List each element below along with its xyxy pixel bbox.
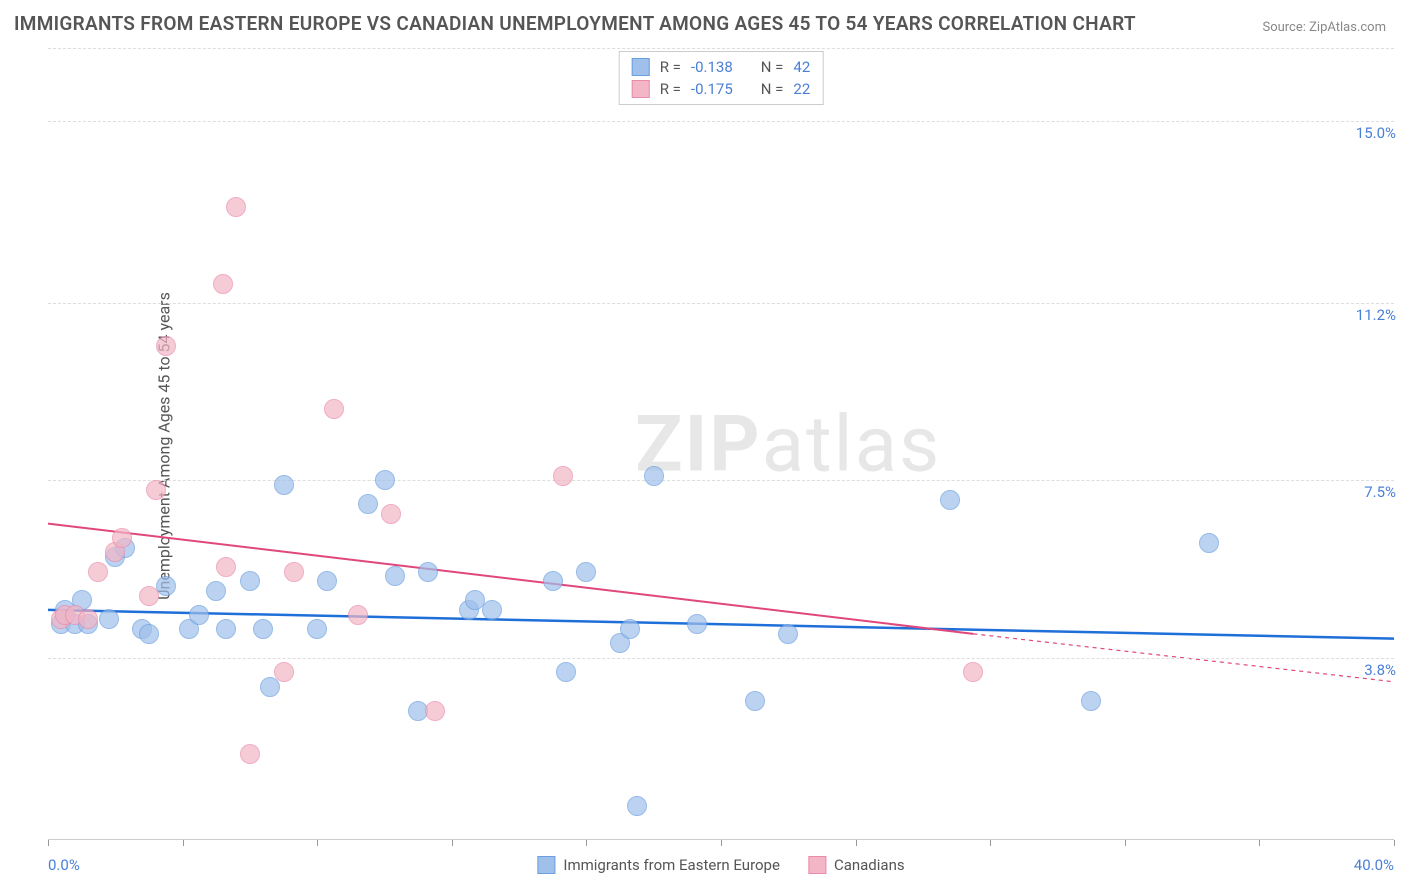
data-point bbox=[317, 571, 337, 591]
x-tick bbox=[48, 840, 49, 846]
data-point bbox=[1081, 691, 1101, 711]
source-attribution: Source: ZipAtlas.com bbox=[1262, 20, 1386, 35]
x-tick bbox=[586, 840, 587, 846]
gridline bbox=[48, 303, 1394, 304]
data-point bbox=[274, 662, 294, 682]
data-point bbox=[644, 466, 664, 486]
data-point bbox=[274, 475, 294, 495]
legend-swatch bbox=[632, 80, 650, 98]
data-point bbox=[284, 562, 304, 582]
legend-label: Canadians bbox=[834, 856, 905, 874]
data-point bbox=[240, 571, 260, 591]
y-tick-label: 7.5% bbox=[1364, 483, 1396, 501]
watermark: ZIPatlas bbox=[635, 399, 941, 490]
data-point bbox=[253, 619, 273, 639]
legend-item: Immigrants from Eastern Europe bbox=[537, 856, 780, 874]
data-point bbox=[940, 490, 960, 510]
data-point bbox=[745, 691, 765, 711]
plot-area: ZIPatlas 0.0% 40.0% Immigrants from East… bbox=[48, 48, 1394, 840]
data-point bbox=[213, 274, 233, 294]
x-tick bbox=[1259, 840, 1260, 846]
data-point bbox=[240, 744, 260, 764]
data-point bbox=[482, 600, 502, 620]
data-point bbox=[99, 609, 119, 629]
data-point bbox=[381, 504, 401, 524]
x-tick bbox=[856, 840, 857, 846]
legend-swatch bbox=[808, 856, 826, 874]
legend-stats-row: R =-0.138N =42 bbox=[632, 56, 811, 78]
data-point bbox=[576, 562, 596, 582]
chart-title: IMMIGRANTS FROM EASTERN EUROPE VS CANADI… bbox=[14, 12, 1136, 35]
trend-lines bbox=[48, 49, 1394, 840]
data-point bbox=[78, 609, 98, 629]
gridline bbox=[48, 121, 1394, 122]
correlation-chart: IMMIGRANTS FROM EASTERN EUROPE VS CANADI… bbox=[0, 0, 1406, 892]
data-point bbox=[112, 528, 132, 548]
data-point bbox=[189, 605, 209, 625]
y-tick-label: 15.0% bbox=[1356, 124, 1396, 142]
data-point bbox=[1199, 533, 1219, 553]
data-point bbox=[358, 494, 378, 514]
gridline bbox=[48, 480, 1394, 481]
data-point bbox=[778, 624, 798, 644]
data-point bbox=[88, 562, 108, 582]
legend-swatch bbox=[632, 58, 650, 76]
x-tick bbox=[183, 840, 184, 846]
x-tick bbox=[990, 840, 991, 846]
x-tick bbox=[1125, 840, 1126, 846]
data-point bbox=[216, 557, 236, 577]
data-point bbox=[385, 566, 405, 586]
x-axis-max-label: 40.0% bbox=[1354, 856, 1394, 874]
legend-bottom: Immigrants from Eastern Europe Canadians bbox=[537, 856, 904, 874]
data-point bbox=[687, 614, 707, 634]
data-point bbox=[206, 581, 226, 601]
data-point bbox=[226, 197, 246, 217]
legend-item: Canadians bbox=[808, 856, 905, 874]
data-point bbox=[139, 586, 159, 606]
data-point bbox=[146, 480, 166, 500]
x-tick bbox=[452, 840, 453, 846]
data-point bbox=[348, 605, 368, 625]
x-tick bbox=[721, 840, 722, 846]
data-point bbox=[324, 399, 344, 419]
legend-label: Immigrants from Eastern Europe bbox=[563, 856, 780, 874]
x-axis-min-label: 0.0% bbox=[48, 856, 80, 874]
data-point bbox=[307, 619, 327, 639]
data-point bbox=[375, 470, 395, 490]
legend-swatch bbox=[537, 856, 555, 874]
legend-stats-row: R =-0.175N =22 bbox=[632, 78, 811, 100]
data-point bbox=[553, 466, 573, 486]
data-point bbox=[418, 562, 438, 582]
data-point bbox=[425, 701, 445, 721]
data-point bbox=[627, 796, 647, 816]
gridline bbox=[48, 658, 1394, 659]
data-point bbox=[216, 619, 236, 639]
y-tick-label: 3.8% bbox=[1364, 661, 1396, 679]
data-point bbox=[556, 662, 576, 682]
data-point bbox=[139, 624, 159, 644]
legend-stats: R =-0.138N =42R =-0.175N =22 bbox=[619, 51, 824, 105]
data-point bbox=[156, 336, 176, 356]
data-point bbox=[543, 571, 563, 591]
data-point bbox=[963, 662, 983, 682]
y-tick-label: 11.2% bbox=[1356, 306, 1396, 324]
data-point bbox=[620, 619, 640, 639]
x-tick bbox=[1394, 840, 1395, 846]
x-tick bbox=[317, 840, 318, 846]
